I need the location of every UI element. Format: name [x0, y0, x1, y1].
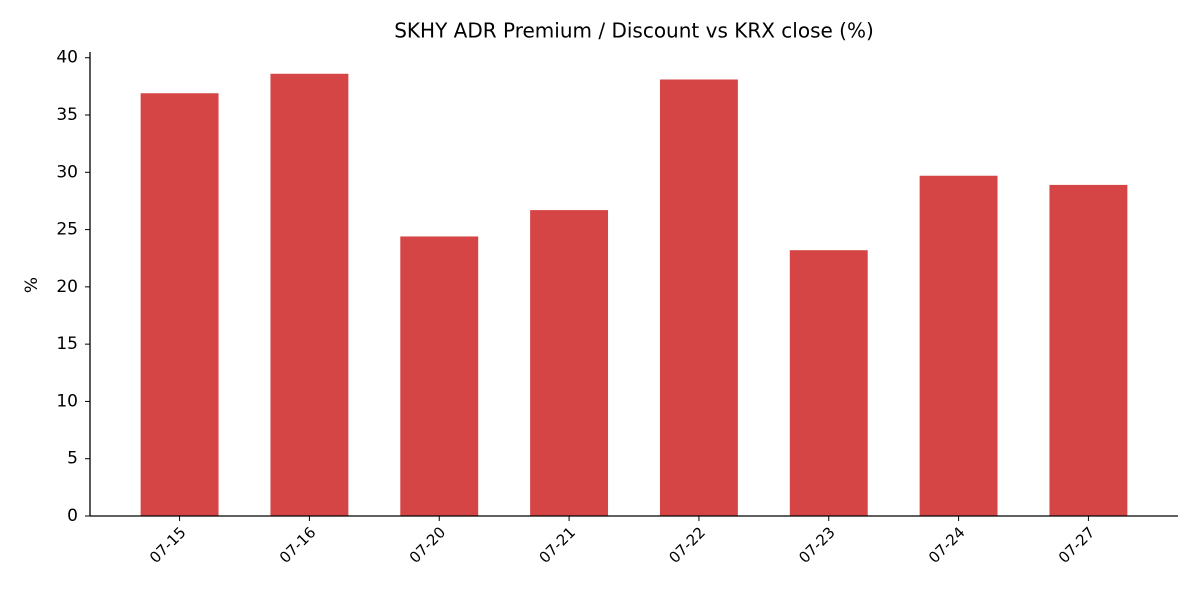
x-tick-label: 07-22 [665, 523, 709, 567]
y-tick-label: 0 [67, 506, 78, 526]
x-tick-label: 07-16 [276, 523, 320, 567]
bar [659, 79, 738, 516]
x-tick-label: 07-24 [925, 523, 969, 567]
y-axis-label: % [22, 277, 42, 293]
y-tick-label: 25 [56, 220, 78, 240]
bar [400, 236, 479, 516]
y-tick-label: 20 [56, 277, 78, 297]
y-tick-label: 15 [56, 334, 78, 354]
bar [789, 250, 868, 517]
bar [140, 93, 219, 516]
bar [1049, 184, 1128, 517]
x-tick-label: 07-20 [406, 523, 450, 567]
x-tick-label: 07-15 [146, 523, 190, 567]
y-tick-label: 30 [56, 162, 78, 182]
x-tick-label: 07-27 [1055, 523, 1099, 567]
bar [919, 175, 998, 516]
x-tick-label: 07-23 [795, 523, 839, 567]
x-tick-label: 07-21 [536, 523, 580, 567]
chart-title: SKHY ADR Premium / Discount vs KRX close… [394, 19, 874, 43]
y-tick-label: 10 [56, 391, 78, 411]
bar [530, 210, 609, 516]
y-tick-label: 40 [56, 48, 78, 68]
y-tick-label: 5 [67, 449, 78, 469]
y-tick-label: 35 [56, 105, 78, 125]
bar [270, 73, 349, 517]
